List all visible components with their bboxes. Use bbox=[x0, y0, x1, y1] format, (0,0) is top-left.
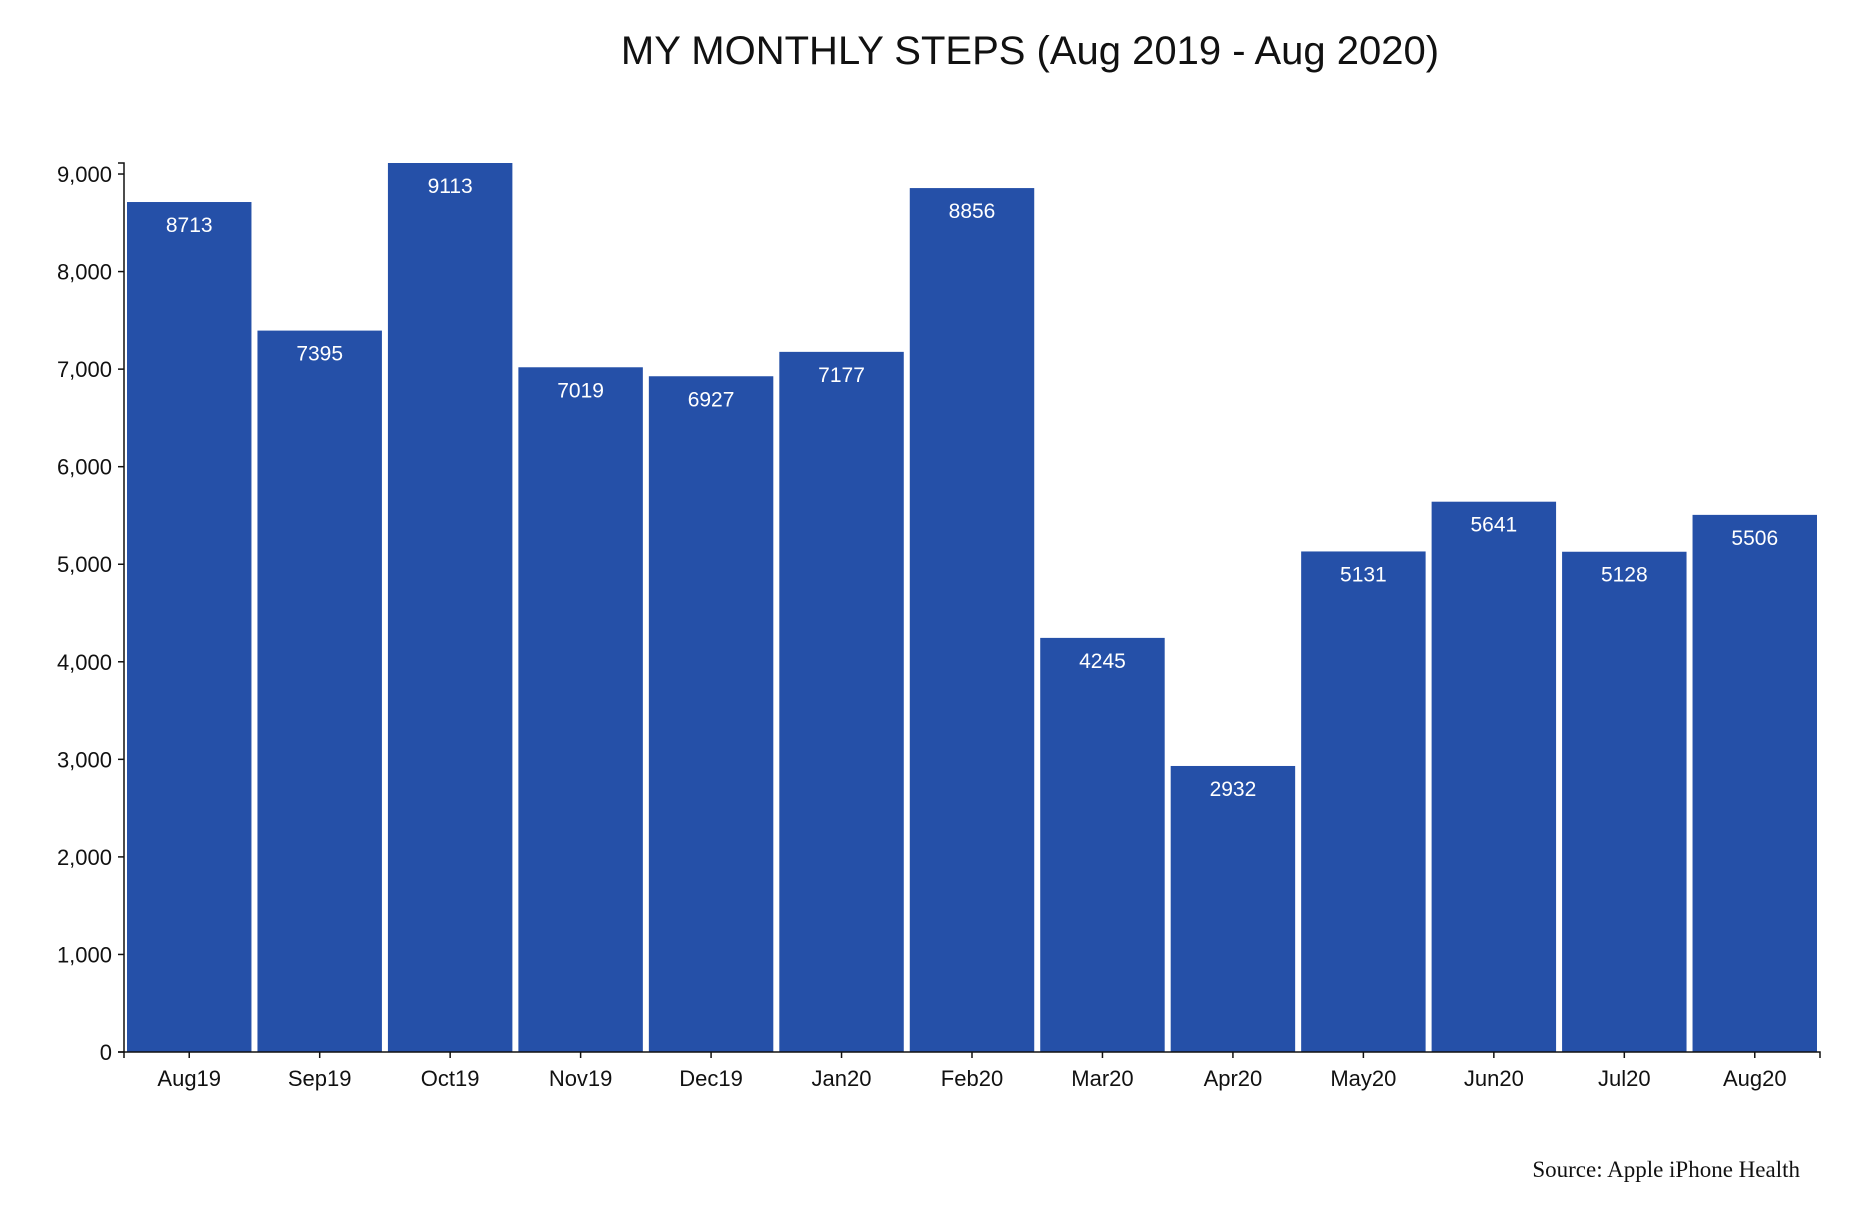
bars-group bbox=[127, 163, 1817, 1052]
y-axis: 0 1,000 2,000 3,000 4,000 5,000 6,000 7,000 8,00… bbox=[57, 162, 125, 1065]
bar-aug19 bbox=[127, 202, 252, 1052]
y-tick-label: 9,000 bbox=[57, 162, 112, 187]
source-note: Source: Apple iPhone Health bbox=[1532, 1157, 1800, 1182]
bar-value-label: 2932 bbox=[1210, 778, 1257, 801]
y-tick-label: 1,000 bbox=[57, 942, 112, 967]
bar-may20 bbox=[1301, 551, 1426, 1052]
bar-aug20 bbox=[1692, 514, 1817, 1052]
bar-mar20 bbox=[1040, 637, 1165, 1052]
y-tick-label: 5,000 bbox=[57, 552, 112, 577]
x-tick-label: Sep19 bbox=[288, 1066, 352, 1091]
x-tick-label: Feb20 bbox=[941, 1066, 1003, 1091]
x-tick-label: Jan20 bbox=[812, 1066, 872, 1091]
bar-value-label: 7177 bbox=[818, 364, 865, 387]
bar-value-label: 8713 bbox=[166, 214, 213, 237]
x-tick-label: Jun20 bbox=[1464, 1066, 1524, 1091]
bar-jul20 bbox=[1562, 551, 1687, 1052]
y-tick-label: 2,000 bbox=[57, 845, 112, 870]
bar-jan20 bbox=[779, 351, 904, 1052]
bar-value-label: 5128 bbox=[1601, 564, 1648, 587]
bar-nov19 bbox=[518, 367, 643, 1052]
bar-dec19 bbox=[648, 376, 774, 1052]
x-tick-label: Nov19 bbox=[549, 1066, 613, 1091]
y-tick-label: 8,000 bbox=[57, 260, 112, 285]
chart-title: MY MONTHLY STEPS (Aug 2019 - Aug 2020) bbox=[621, 29, 1439, 73]
x-tick-label: Oct19 bbox=[421, 1066, 480, 1091]
x-tick-label: Jul20 bbox=[1598, 1066, 1651, 1091]
y-tick-label: 6,000 bbox=[57, 455, 112, 480]
x-tick-label: Apr20 bbox=[1204, 1066, 1263, 1091]
x-tick-label: Aug20 bbox=[1723, 1066, 1787, 1091]
y-tick-label: 7,000 bbox=[57, 357, 112, 382]
x-tick-label: May20 bbox=[1330, 1066, 1396, 1091]
y-tick-label: 0 bbox=[100, 1040, 112, 1065]
bar-value-label: 9113 bbox=[428, 175, 473, 198]
bar-oct19 bbox=[387, 163, 513, 1052]
x-tick-label: Mar20 bbox=[1071, 1066, 1133, 1091]
bar-sep19 bbox=[257, 330, 382, 1052]
bar-value-label: 6927 bbox=[688, 388, 735, 411]
bar-value-label: 5506 bbox=[1731, 527, 1778, 550]
x-axis: Aug19 Sep19 Oct19 Nov19 Dec19 Jan20 Feb20 Mar20… bbox=[123, 1051, 1821, 1091]
x-tick-label: Dec19 bbox=[679, 1066, 743, 1091]
y-tick-label: 4,000 bbox=[57, 650, 112, 675]
bar-apr20 bbox=[1170, 765, 1296, 1052]
y-axis-line bbox=[118, 162, 125, 1053]
bar-value-label: 8856 bbox=[949, 200, 996, 223]
y-tick-label: 3,000 bbox=[57, 747, 112, 772]
bar-value-label: 4245 bbox=[1079, 650, 1126, 673]
bar-jun20 bbox=[1431, 501, 1557, 1052]
bar-value-label: 5641 bbox=[1470, 514, 1517, 537]
bar-value-label: 7019 bbox=[557, 379, 604, 402]
bar-feb20 bbox=[909, 188, 1035, 1052]
x-tick-label: Aug19 bbox=[157, 1066, 221, 1091]
bar-labels-group: 8713 7395 9113 7019 6927 7177 8856 4245 2932 5131… bbox=[166, 175, 1778, 801]
bar-value-label: 5131 bbox=[1340, 563, 1387, 586]
bar-value-label: 7395 bbox=[296, 343, 343, 366]
